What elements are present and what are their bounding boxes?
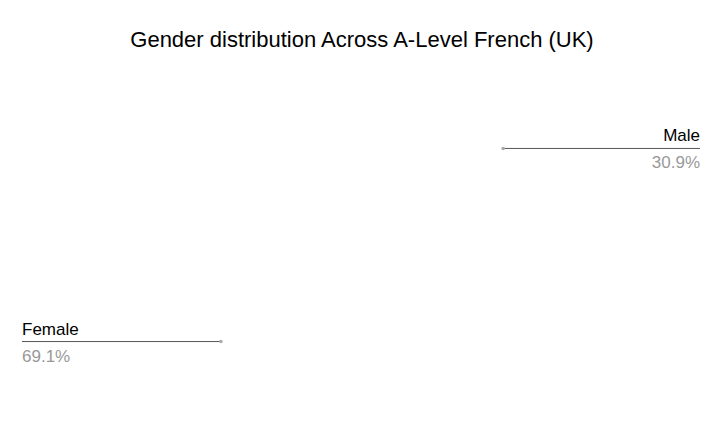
category-label: Male — [663, 126, 700, 145]
leader-dot — [219, 340, 223, 344]
slice — [542, 308, 543, 310]
value-label: 30.9% — [652, 153, 700, 172]
category-label: Female — [22, 320, 79, 339]
leader-line — [503, 148, 700, 149]
data-labels: Male 30.9% Female 69.1% — [22, 126, 700, 365]
background — [0, 0, 724, 448]
leader-dot — [501, 147, 505, 151]
chart: Gender distribution Across A-Level Frenc… — [0, 0, 724, 448]
leader-line — [22, 341, 221, 342]
slices — [542, 308, 543, 425]
title: Gender distribution Across A-Level Frenc… — [130, 27, 593, 52]
value-label: 69.1% — [22, 347, 70, 366]
